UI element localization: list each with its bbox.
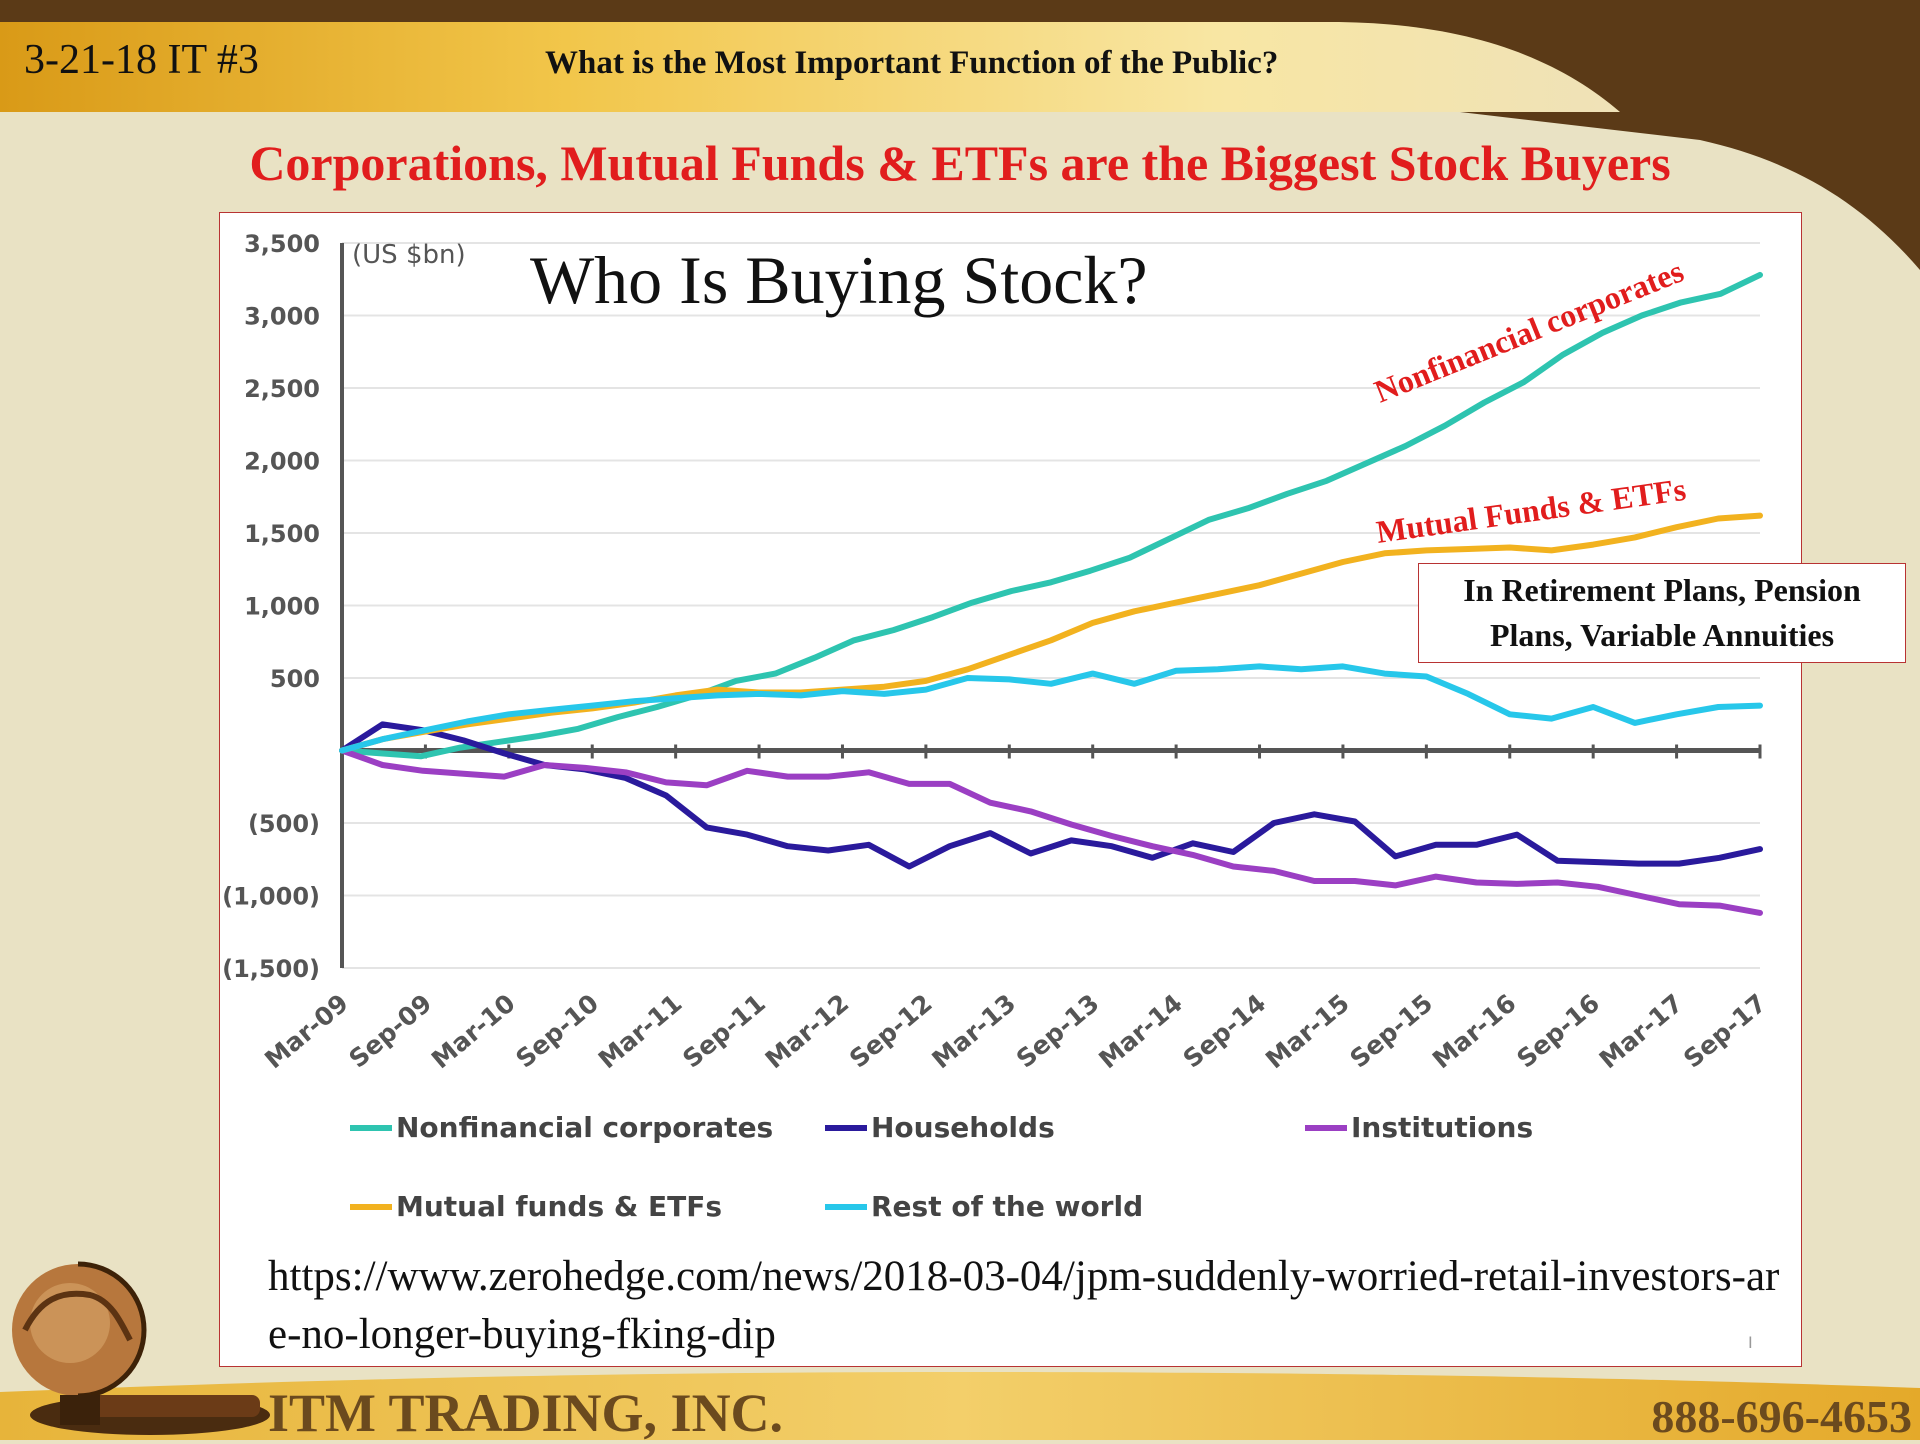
x-tick-label: Sep-14 [1178,988,1272,1073]
y-tick-label: 500 [270,665,320,693]
page-marker: I [1748,1333,1753,1352]
chart-title: Who Is Buying Stock? [530,242,1148,318]
series-line [339,271,1763,760]
legend-label: Institutions [1351,1111,1533,1144]
x-tick-label: Mar-12 [760,988,855,1074]
slide-id: 3-21-18 IT #3 [24,37,259,83]
series-line [339,747,1763,916]
chart-panel: 3,500 3,000 2,500 2,000 1,500 1,000 500 (500) (1… [219,212,1802,1367]
y-tick-label: 3,500 [244,230,320,258]
slide-title: What is the Most Important Function of t… [545,45,1279,81]
headline: Corporations, Mutual Funds & ETFs are th… [249,135,1671,191]
y-tick-label: (1,000) [222,883,320,911]
unit-label: (US $bn) [352,240,466,270]
callout-line-1: In Retirement Plans, Pension [1463,572,1861,608]
x-tick-label: Sep-15 [1344,988,1438,1073]
y-tick-label: 2,500 [244,375,320,403]
legend-label: Households [871,1111,1055,1144]
phone-number: 888-696-4653 [1651,1391,1912,1442]
x-tick-label: Mar-11 [593,988,688,1074]
x-tick-label: Sep-13 [1011,988,1105,1073]
x-tick-label: Mar-14 [1093,988,1188,1074]
company-name: ITM TRADING, INC. [268,1383,784,1443]
x-tick-label: Mar-17 [1594,988,1689,1074]
y-tick-label: 1,000 [244,593,320,621]
legend-label: Rest of the world [871,1190,1143,1223]
x-tick-label: Sep-16 [1511,988,1605,1073]
callout-line-2: Plans, Variable Annuities [1489,617,1835,653]
series-annotation: Nonfinancial corporates [1369,253,1688,410]
series-line [339,663,1763,754]
x-tick-label: Mar-15 [1260,988,1355,1074]
legend-label: Mutual funds & ETFs [396,1190,722,1223]
x-tick-label: Mar-16 [1427,988,1522,1074]
y-tick-label: 3,000 [244,303,320,331]
globe-icon [12,1261,270,1435]
x-tick-label: Sep-10 [510,988,604,1073]
x-tick-label: Mar-13 [926,988,1021,1074]
x-tick-label: Sep-12 [844,988,938,1073]
legend-label: Nonfinancial corporates [396,1111,773,1144]
y-tick-label: 1,500 [244,520,320,548]
source-url[interactable]: https://www.zerohedge.com/news/2018-03-0… [268,1253,1780,1358]
line-chart: 3,500 3,000 2,500 2,000 1,500 1,000 500 (500) (1… [222,230,1772,1352]
y-tick-label: (1,500) [222,955,320,983]
y-tick-label: 2,000 [244,448,320,476]
y-tick-label: (500) [248,810,320,838]
x-tick-label: Sep-17 [1678,988,1772,1073]
x-tick-label: Sep-09 [344,988,438,1073]
x-tick-label: Mar-10 [426,988,521,1074]
series-line [339,721,1763,870]
annotation-callout: In Retirement Plans, Pension Plans, Vari… [1418,563,1906,663]
x-tick-label: Sep-11 [677,988,771,1073]
x-tick-label: Mar-09 [259,988,354,1074]
